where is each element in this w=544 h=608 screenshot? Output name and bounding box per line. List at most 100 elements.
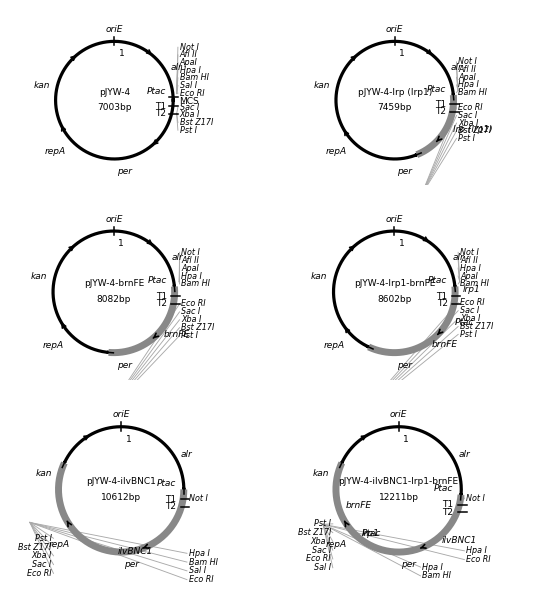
Text: Hpa I: Hpa I — [181, 272, 202, 280]
Text: alr: alr — [181, 450, 193, 459]
Text: Ptac: Ptac — [434, 484, 454, 493]
Text: Afl II: Afl II — [460, 256, 478, 264]
Text: 1: 1 — [403, 435, 409, 444]
Text: Ptac: Ptac — [157, 478, 176, 488]
Text: Not I: Not I — [181, 248, 200, 257]
Text: Bst Z17I: Bst Z17I — [298, 528, 331, 537]
Text: 1: 1 — [126, 435, 131, 444]
Text: per: per — [116, 361, 132, 370]
Text: Hpa I: Hpa I — [460, 264, 481, 272]
Text: ilvBNC1: ilvBNC1 — [118, 547, 153, 556]
Text: repA: repA — [325, 147, 347, 156]
Text: Bst Z17I: Bst Z17I — [460, 322, 493, 331]
Text: 1: 1 — [118, 239, 124, 248]
Text: Eco RI: Eco RI — [189, 575, 213, 584]
Text: oriE: oriE — [386, 215, 403, 224]
Text: pJYW-4-lrp1-brnFE: pJYW-4-lrp1-brnFE — [354, 280, 435, 288]
Text: Eco RI: Eco RI — [181, 300, 206, 308]
Text: T1: T1 — [165, 495, 176, 504]
Text: repA: repA — [326, 540, 347, 549]
Text: kan: kan — [30, 272, 47, 281]
Text: oriE: oriE — [113, 410, 130, 419]
Text: Bam HI: Bam HI — [458, 88, 487, 97]
Text: alr: alr — [172, 254, 184, 263]
Text: Hpa I: Hpa I — [458, 80, 479, 89]
Text: per: per — [117, 167, 132, 176]
Text: oriE: oriE — [105, 215, 122, 224]
Text: kan: kan — [313, 81, 330, 90]
Text: Not I: Not I — [180, 43, 199, 52]
Text: 12211bp: 12211bp — [379, 493, 418, 502]
Text: 1: 1 — [399, 49, 405, 58]
Text: T2: T2 — [442, 508, 454, 517]
Text: T1: T1 — [442, 500, 454, 510]
Text: Bam HI: Bam HI — [460, 280, 489, 288]
Text: Xba I: Xba I — [181, 316, 202, 324]
Text: oriE: oriE — [386, 26, 404, 34]
Text: Hpa I: Hpa I — [466, 547, 487, 555]
Text: Bam HI: Bam HI — [422, 572, 452, 581]
Text: oriE: oriE — [390, 410, 407, 419]
Text: Ptac: Ptac — [148, 276, 167, 285]
Text: ApaI: ApaI — [180, 58, 197, 67]
Text: Ptac: Ptac — [428, 276, 448, 285]
Text: T2: T2 — [437, 299, 448, 308]
Text: T2: T2 — [435, 107, 446, 116]
Text: Sal I: Sal I — [189, 567, 206, 575]
Text: Sac I: Sac I — [180, 103, 199, 112]
Text: T1: T1 — [155, 102, 166, 111]
Text: Bam HI: Bam HI — [181, 280, 211, 288]
Text: 1: 1 — [399, 239, 404, 248]
Text: Xba I: Xba I — [311, 537, 331, 546]
Text: Eco RI: Eco RI — [458, 103, 483, 112]
Text: Ptac: Ptac — [454, 318, 474, 326]
Text: per: per — [397, 361, 412, 370]
Text: Pst I: Pst I — [314, 519, 331, 528]
Text: 8602bp: 8602bp — [377, 295, 411, 304]
Text: ApaI: ApaI — [460, 272, 478, 280]
Text: T1: T1 — [435, 100, 446, 109]
Text: Bst Z17I: Bst Z17I — [180, 118, 213, 127]
Text: lrp1: lrp1 — [462, 285, 480, 294]
Text: Not I: Not I — [466, 494, 485, 503]
Text: Not I: Not I — [189, 494, 208, 503]
Text: Ptac: Ptac — [427, 85, 446, 94]
Text: Pst I: Pst I — [180, 126, 197, 134]
Text: T2: T2 — [156, 299, 167, 308]
Text: kan: kan — [36, 469, 52, 478]
Text: Pst I: Pst I — [460, 330, 477, 339]
Text: ApaI: ApaI — [181, 264, 199, 272]
Text: per: per — [124, 560, 139, 569]
Text: Bst Z17I: Bst Z17I — [18, 542, 52, 551]
Text: kan: kan — [311, 272, 327, 281]
Text: alr: alr — [453, 254, 464, 263]
Text: Sac I: Sac I — [181, 308, 201, 316]
Text: pJYW-4-lrp (lrp1): pJYW-4-lrp (lrp1) — [357, 88, 432, 97]
Text: Eco RI: Eco RI — [180, 89, 205, 98]
Text: brnFE: brnFE — [345, 501, 372, 510]
Text: MCS: MCS — [180, 97, 199, 106]
Text: Eco RI: Eco RI — [466, 555, 491, 564]
Text: repA: repA — [323, 341, 344, 350]
Text: kan: kan — [33, 81, 50, 90]
Text: Xba I: Xba I — [460, 314, 480, 323]
Text: lrp1: lrp1 — [362, 529, 380, 538]
Text: Pst I: Pst I — [181, 331, 199, 340]
Text: Eco RI: Eco RI — [306, 554, 331, 564]
Text: brnFE: brnFE — [432, 340, 458, 349]
Text: ilvBNC1: ilvBNC1 — [442, 536, 477, 545]
Text: Sac I: Sac I — [312, 546, 331, 554]
Text: repA: repA — [48, 540, 70, 549]
Text: per: per — [401, 560, 416, 569]
Text: Afl II: Afl II — [181, 256, 199, 264]
Text: Xba I: Xba I — [31, 551, 52, 561]
Text: Not I: Not I — [460, 248, 479, 257]
Text: 7459bp: 7459bp — [378, 103, 412, 112]
Text: Bam HI: Bam HI — [189, 558, 218, 567]
Text: alr: alr — [459, 450, 470, 459]
Text: Afl II: Afl II — [458, 65, 476, 74]
Text: 1: 1 — [119, 49, 124, 58]
Text: Xba I: Xba I — [180, 111, 200, 119]
Text: 10612bp: 10612bp — [101, 493, 141, 502]
Text: repA: repA — [43, 341, 64, 350]
